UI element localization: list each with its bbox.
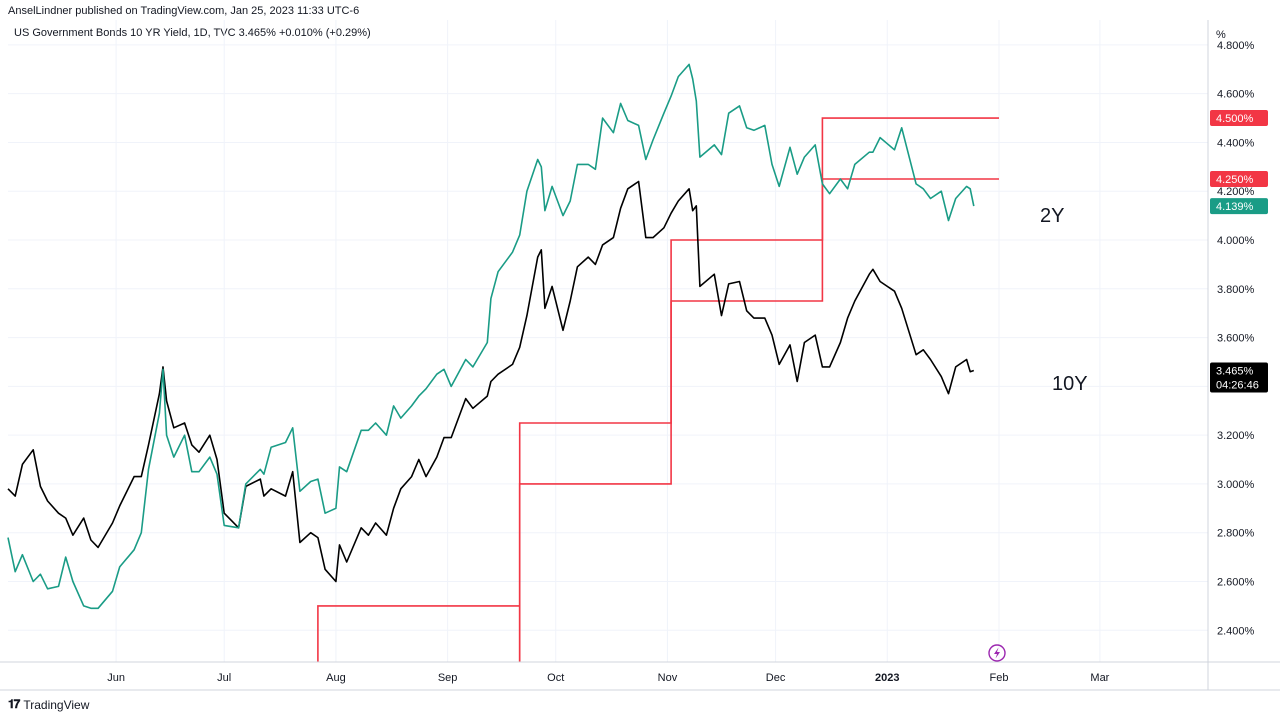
x-tick-label: 2023	[875, 672, 899, 684]
ten-year-last-badge	[1210, 362, 1268, 393]
y-tick-label: 2.400%	[1217, 625, 1255, 637]
series-line-10y	[7, 180, 975, 583]
y-tick-label: 2.600%	[1217, 577, 1255, 589]
x-tick-label: Mar	[1090, 672, 1109, 684]
lightning-icon	[988, 644, 1006, 662]
label-2y: 2Y	[1040, 205, 1064, 227]
footer-brand[interactable]: 𝟏𝟕 TradingView	[8, 697, 89, 712]
fed-funds-lower-badge-text: 4.250%	[1216, 174, 1254, 186]
y-tick-label: 3.000%	[1217, 479, 1255, 491]
yield-series	[7, 63, 975, 610]
fed-funds-upper-line	[317, 117, 999, 662]
two-year-last-badge	[1210, 198, 1268, 215]
y-axis-unit: %	[1216, 29, 1226, 41]
x-tick-label: Oct	[547, 672, 564, 684]
y-tick-label: 3.200%	[1217, 430, 1255, 442]
y-tick-label: 2.800%	[1217, 528, 1255, 540]
symbol-legend[interactable]: US Government Bonds 10 YR Yield, 1D, TVC…	[14, 27, 371, 39]
footer-brand-text: TradingView	[23, 697, 90, 712]
ten-year-last-value: 3.465%	[1216, 366, 1254, 378]
y-tick-label: 4.600%	[1217, 89, 1255, 101]
chart-grid	[8, 20, 1208, 662]
y-tick-label: 3.800%	[1217, 284, 1255, 296]
label-10y: 10Y	[1052, 373, 1088, 395]
x-tick-label: Jul	[217, 672, 231, 684]
x-tick-label: Nov	[658, 672, 678, 684]
series-line-2y	[7, 63, 975, 610]
y-tick-label: 3.600%	[1217, 333, 1255, 345]
ten-year-countdown: 04:26:46	[1216, 380, 1259, 392]
x-tick-label: Feb	[990, 672, 1009, 684]
y-tick-label: 4.000%	[1217, 235, 1255, 247]
x-tick-label: Jun	[107, 672, 125, 684]
fed-funds-lower-line	[518, 178, 999, 662]
fed-funds-upper-badge-text: 4.500%	[1216, 113, 1254, 125]
fed-funds-upper-badge	[1210, 110, 1268, 127]
x-tick-label: Dec	[766, 672, 786, 684]
tradingview-logo-icon: 𝟏𝟕	[8, 697, 20, 711]
series-labels: 2Y 10Y	[988, 205, 1088, 662]
fed-funds-bands	[317, 117, 999, 662]
two-year-last-badge-text: 4.139%	[1216, 201, 1254, 213]
x-tick-label: Aug	[326, 672, 346, 684]
y-tick-label: 4.800%	[1217, 40, 1255, 52]
x-tick-label: Sep	[438, 672, 458, 684]
chart-axes: Jun Jul Aug Sep Oct Nov Dec 2023 Feb Mar 2.400% 2.6…	[0, 20, 1280, 691]
y-tick-label: 4.200%	[1217, 186, 1255, 198]
y-tick-label: 4.400%	[1217, 137, 1255, 149]
fed-funds-lower-badge	[1210, 171, 1268, 188]
publisher-line: AnselLindner published on TradingView.co…	[8, 5, 360, 17]
